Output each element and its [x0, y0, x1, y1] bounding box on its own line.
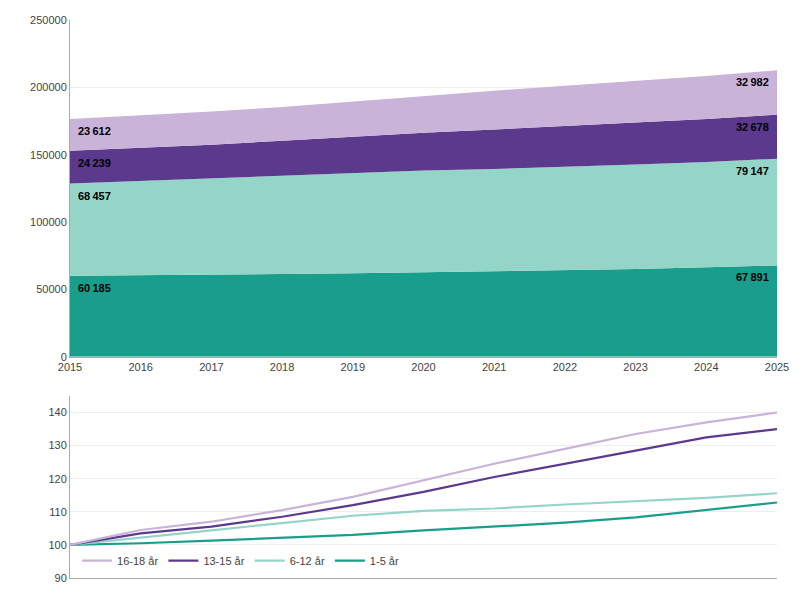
svg-text:130: 130: [48, 439, 66, 451]
svg-text:6-12 år: 6-12 år: [290, 555, 325, 567]
svg-text:2018: 2018: [270, 361, 294, 373]
svg-text:0: 0: [61, 351, 67, 363]
svg-text:90: 90: [55, 572, 67, 584]
svg-text:100000: 100000: [30, 216, 67, 228]
svg-text:13-15 år: 13-15 år: [203, 555, 244, 567]
svg-text:2020: 2020: [411, 361, 435, 373]
svg-text:23 612: 23 612: [78, 125, 111, 137]
svg-text:120: 120: [48, 473, 66, 485]
svg-text:2019: 2019: [341, 361, 365, 373]
svg-text:2024: 2024: [694, 361, 718, 373]
svg-text:50000: 50000: [36, 283, 67, 295]
svg-text:79 147: 79 147: [736, 165, 769, 177]
svg-text:200000: 200000: [30, 81, 67, 93]
svg-text:2021: 2021: [482, 361, 506, 373]
svg-text:67 891: 67 891: [736, 271, 769, 283]
svg-text:32 982: 32 982: [736, 76, 769, 88]
svg-text:140: 140: [48, 406, 66, 418]
svg-text:150000: 150000: [30, 149, 67, 161]
svg-text:32 678: 32 678: [736, 121, 769, 133]
svg-text:250000: 250000: [30, 14, 67, 26]
svg-text:60 185: 60 185: [78, 282, 111, 294]
svg-text:2016: 2016: [128, 361, 152, 373]
svg-text:68 457: 68 457: [78, 190, 111, 202]
svg-text:110: 110: [49, 506, 67, 518]
svg-text:2015: 2015: [58, 361, 82, 373]
svg-text:100: 100: [48, 539, 66, 551]
svg-text:2017: 2017: [199, 361, 223, 373]
svg-text:1-5 år: 1-5 år: [370, 555, 399, 567]
svg-text:2025: 2025: [765, 361, 789, 373]
svg-text:2022: 2022: [553, 361, 577, 373]
svg-text:16-18 år: 16-18 år: [117, 555, 158, 567]
svg-text:2023: 2023: [623, 361, 647, 373]
svg-text:24 239: 24 239: [78, 157, 111, 169]
